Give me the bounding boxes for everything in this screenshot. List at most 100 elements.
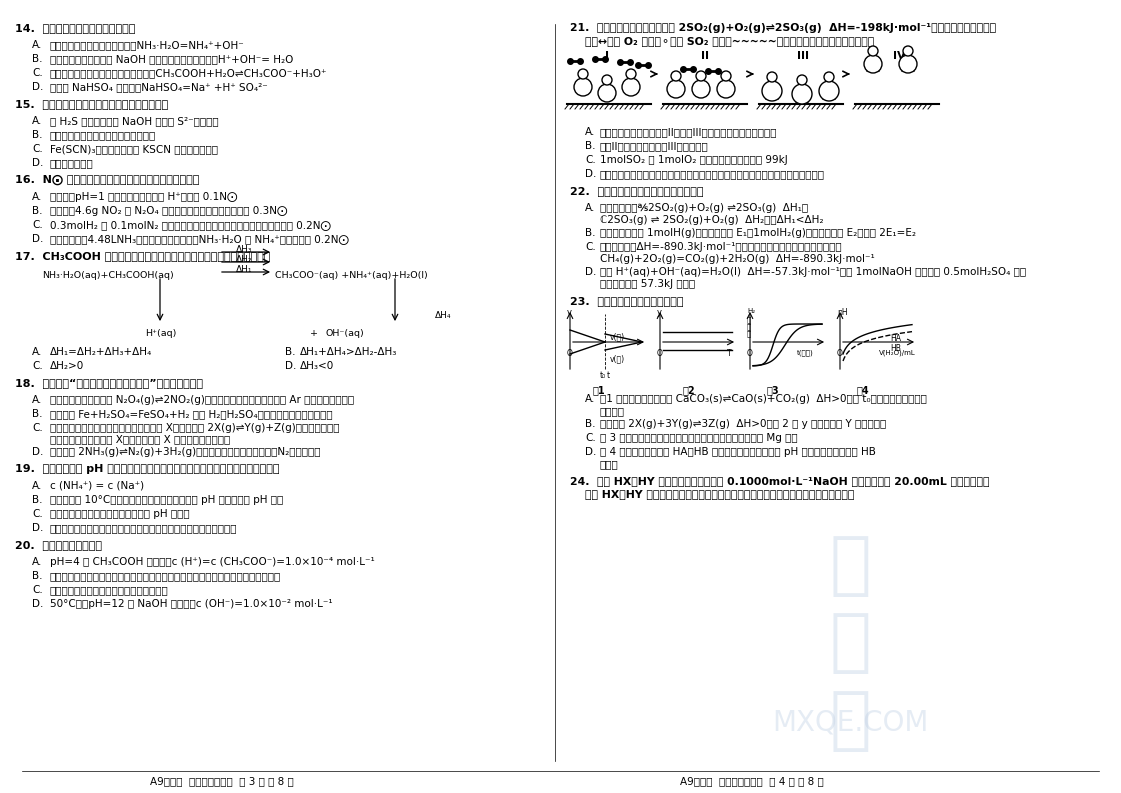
- Text: B.: B.: [585, 141, 595, 151]
- Text: C.: C.: [585, 242, 595, 252]
- Text: 0.3molH₂ 和 0.1molN₂ 于密闭容器中充分反应后，容器内分子总数等于 0.2N⨀: 0.3molH₂ 和 0.1molN₂ 于密闭容器中充分反应后，容器内分子总数等…: [50, 220, 331, 230]
- Text: I: I: [605, 51, 609, 61]
- Text: v(正): v(正): [610, 354, 626, 363]
- Text: A9协作体  高二化学试题卷  第 3 页 共 8 页: A9协作体 高二化学试题卷 第 3 页 共 8 页: [150, 776, 294, 786]
- Text: C.: C.: [33, 68, 43, 78]
- Text: 19.  常温下，关于 pH 相同、体积相同的氨水与氢氧化钓溶液，下列叙述正确的是: 19. 常温下，关于 pH 相同、体积相同的氨水与氢氧化钓溶液，下列叙述正确的是: [15, 464, 279, 474]
- Text: 到平衡，再加入一定量 X，达新平衡后 X 的物质的量分数增大: 到平衡，再加入一定量 X，达新平衡后 X 的物质的量分数增大: [50, 434, 230, 444]
- Text: D.: D.: [33, 599, 44, 609]
- Text: 利用反应 Fe+H₂SO₄=FeSO₄+H₂ 制取 H₂，H₂SO₄浓度越大，该反应速率越快: 利用反应 Fe+H₂SO₄=FeSO₄+H₂ 制取 H₂，H₂SO₄浓度越大，该…: [50, 409, 333, 419]
- Text: 15.  下列实验事实不能用平衡移动原理解释的是: 15. 下列实验事实不能用平衡移动原理解释的是: [15, 99, 168, 109]
- Text: 升高温度能使化学反应速率加快，主要原因是增加了反应物分子中活化分子的百分数: 升高温度能使化学反应速率加快，主要原因是增加了反应物分子中活化分子的百分数: [50, 571, 281, 581]
- Text: D.: D.: [285, 361, 296, 371]
- Text: ℂ2SO₃(g) ⇌ 2SO₂(g)+O₂(g)  ΔH₂，则ΔH₁<ΔH₂: ℂ2SO₃(g) ⇌ 2SO₂(g)+O₂(g) ΔH₂，则ΔH₁<ΔH₂: [600, 215, 824, 225]
- Text: B.: B.: [285, 347, 296, 357]
- Text: B.: B.: [33, 54, 43, 64]
- Circle shape: [904, 46, 912, 56]
- Text: 体: 体: [747, 323, 751, 330]
- Text: HB: HB: [890, 344, 901, 353]
- Text: B.: B.: [33, 495, 43, 505]
- Text: 22.  下列关于反应能量的说法，正确的是: 22. 下列关于反应能量的说法，正确的是: [569, 186, 704, 196]
- Text: Fe(SCN)₃溶液中加入少量 KSCN 固体后颜色变深: Fe(SCN)₃溶液中加入少量 KSCN 固体后颜色变深: [50, 144, 217, 154]
- Text: 相同条件下，若 1molH(g)具有的能量为 E₁，1molH₂(g)具有的能量为 E₂，则有 2E₁=E₂: 相同条件下，若 1molH(g)具有的能量为 E₁，1molH₂(g)具有的能量…: [600, 228, 916, 238]
- Text: 图3: 图3: [767, 385, 779, 395]
- Circle shape: [671, 71, 680, 81]
- Text: 16.  N⨀ 表示阿伏加德罗常数的值，下列说法正确的是: 16. N⨀ 表示阿伏加德罗常数的值，下列说法正确的是: [15, 175, 200, 186]
- Text: NH₃·H₂O(aq)+CH₃COOH(aq): NH₃·H₂O(aq)+CH₃COOH(aq): [41, 271, 174, 280]
- Text: 常温下，4.6g NO₂ 和 N₂O₄ 的混合气体中含有的氮原子数为 0.3N⨀: 常温下，4.6g NO₂ 和 N₂O₄ 的混合气体中含有的氮原子数为 0.3N⨀: [50, 206, 287, 216]
- Text: 答
案
圈: 答 案 圈: [830, 532, 871, 754]
- Text: O: O: [567, 349, 573, 358]
- Text: t₀: t₀: [600, 371, 606, 380]
- Text: B.: B.: [33, 206, 43, 216]
- Circle shape: [626, 69, 636, 79]
- Text: 过程II为放热反应，过程III为吸热反应: 过程II为放热反应，过程III为吸热反应: [600, 141, 708, 151]
- Text: II: II: [701, 51, 708, 61]
- Text: T: T: [728, 349, 732, 358]
- Text: 与等物质的量浓度的盐酸反应，恰好中和时所消耗的盐鄙的体积相同: 与等物质的量浓度的盐酸反应，恰好中和时所消耗的盐鄙的体积相同: [50, 523, 238, 533]
- Text: 拟（↔代表 O₂ 分子，⚬代表 SO₂ 分子，~~~~~代表催化剑）下列说法不正确的是: 拟（↔代表 O₂ 分子，⚬代表 SO₂ 分子，~~~~~代表催化剑）下列说法不正…: [585, 36, 874, 46]
- Text: B.: B.: [33, 130, 43, 140]
- Text: A.: A.: [585, 394, 595, 404]
- Text: 对于反应 2X(g)+3Y(g)⇌3Z(g)  ΔH>0，图 2 中 y 轴可以表示 Y 的百分含量: 对于反应 2X(g)+3Y(g)⇌3Z(g) ΔH>0，图 2 中 y 轴可以表…: [600, 419, 887, 429]
- Text: 加水稀释相同的倍数后，两种溶液的 pH 仍相同: 加水稀释相同的倍数后，两种溶液的 pH 仍相同: [50, 509, 189, 519]
- Text: ΔH₁+ΔH₄>ΔH₂-ΔH₃: ΔH₁+ΔH₄>ΔH₂-ΔH₃: [300, 347, 397, 357]
- Text: v(逆): v(逆): [610, 332, 626, 341]
- Text: ΔH₃<0: ΔH₃<0: [300, 361, 334, 371]
- Text: D.: D.: [585, 447, 596, 457]
- Text: 已知 H⁺(aq)+OH⁻(aq)=H₂O(l)  ΔH=-57.3kJ·mol⁻¹，则 1molNaOH 固体与含 0.5molH₂SO₄ 的稀: 已知 H⁺(aq)+OH⁻(aq)=H₂O(l) ΔH=-57.3kJ·mol⁻…: [600, 267, 1026, 277]
- Text: 一定条件下：℁2SO₂(g)+O₂(g) ⇌2SO₃(g)  ΔH₁；: 一定条件下：℁2SO₂(g)+O₂(g) ⇌2SO₃(g) ΔH₁；: [600, 203, 808, 213]
- Text: 图1 表示达到平衡状态的 CaCO₃(s)⇌CaO(s)+CO₂(g)  ΔH>0，在 t₀时刻增大压强，平衡: 图1 表示达到平衡状态的 CaCO₃(s)⇌CaO(s)+CO₂(g) ΔH>0…: [600, 394, 927, 404]
- Circle shape: [762, 81, 782, 101]
- Text: ΔH₂: ΔH₂: [237, 255, 252, 264]
- Text: C.: C.: [33, 423, 43, 433]
- Circle shape: [692, 80, 710, 98]
- Text: D.: D.: [585, 169, 596, 179]
- Circle shape: [793, 84, 812, 104]
- Text: CH₄(g)+2O₂(g)=CO₂(g)+2H₂O(g)  ΔH=-890.3kJ·mol⁻¹: CH₄(g)+2O₂(g)=CO₂(g)+2H₂O(g) ΔH=-890.3kJ…: [600, 254, 874, 264]
- Text: 常温下，pH=1 的硫酸溶液中，含有 H⁺数目为 0.1N⨀: 常温下，pH=1 的硫酸溶液中，含有 H⁺数目为 0.1N⨀: [50, 192, 238, 202]
- Text: A.: A.: [33, 557, 43, 567]
- Circle shape: [868, 46, 878, 56]
- Text: 催化剑可降低整个反应的活化能，从而使活化分子百分数增大，化学反应速率加快: 催化剑可降低整个反应的活化能，从而使活化分子百分数增大，化学反应速率加快: [600, 169, 825, 179]
- Circle shape: [899, 55, 917, 73]
- Text: 1molSO₂ 和 1molO₂ 反应，放出的热量小于 99kJ: 1molSO₂ 和 1molO₂ 反应，放出的热量小于 99kJ: [600, 155, 788, 165]
- Text: pH: pH: [837, 308, 847, 317]
- Circle shape: [597, 84, 617, 102]
- Text: 逆向移动: 逆向移动: [600, 406, 626, 416]
- Text: 标准状况下，4.48LNH₃溶于水得到的溶液中，NH₃·H₂O 和 NH₄⁺的总数小于 0.2N⨀: 标准状况下，4.48LNH₃溶于水得到的溶液中，NH₃·H₂O 和 NH₄⁺的总…: [50, 234, 349, 244]
- Text: 50°C时，pH=12 的 NaOH 溶液中：c (OH⁻)=1.0×10⁻² mol·L⁻¹: 50°C时，pH=12 的 NaOH 溶液中：c (OH⁻)=1.0×10⁻² …: [50, 599, 333, 609]
- Circle shape: [667, 80, 685, 98]
- Text: CH₃COO⁻(aq) +NH₄⁺(aq)+H₂O(l): CH₃COO⁻(aq) +NH₄⁺(aq)+H₂O(l): [275, 271, 428, 280]
- Text: y: y: [657, 308, 663, 317]
- Text: 甲烷的燃烧热ΔH=-890.3kJ·mol⁻¹，则甲烷燃烧的热化学方程式可表示为: 甲烷的燃烧热ΔH=-890.3kJ·mol⁻¹，则甲烷燃烧的热化学方程式可表示为: [600, 242, 843, 252]
- Text: 以上四步过程中，由过程II和过程III决定了整个反应进行的程度: 以上四步过程中，由过程II和过程III决定了整个反应进行的程度: [600, 127, 778, 137]
- Text: D.: D.: [33, 158, 44, 168]
- Text: A.: A.: [33, 347, 43, 357]
- Circle shape: [819, 81, 839, 101]
- Text: 向冰醃酸中滴加少量水，电导率增强：CH₃COOH+H₂O⇌CH₃COO⁻+H₃O⁺: 向冰醃酸中滴加少量水，电导率增强：CH₃COOH+H₂O⇌CH₃COO⁻+H₃O…: [50, 68, 327, 78]
- Text: OH⁻(aq): OH⁻(aq): [325, 329, 363, 338]
- Circle shape: [797, 75, 807, 85]
- Text: HA: HA: [890, 334, 901, 343]
- Text: 积: 积: [747, 330, 751, 336]
- Text: t(时间): t(时间): [797, 349, 814, 355]
- Circle shape: [622, 78, 640, 96]
- Text: 的: 的: [747, 316, 751, 323]
- Text: v: v: [567, 308, 572, 317]
- Text: 向氨水中滴入酵酸，溶液变红：NH₃·H₂O=NH₄⁺+OH⁻: 向氨水中滴入酵酸，溶液变红：NH₃·H₂O=NH₄⁺+OH⁻: [50, 40, 244, 50]
- Text: O: O: [747, 349, 753, 358]
- Text: A9协作体  高二化学试题卷  第 4 页 共 8 页: A9协作体 高二化学试题卷 第 4 页 共 8 页: [680, 776, 824, 786]
- Circle shape: [864, 55, 882, 73]
- Text: 21.  工业合成三氧化硫的反应为 2SO₂(g)+O₂(g)⇌2SO₃(g)  ΔH=-198kJ·mol⁻¹，反应过程可用如图模: 21. 工业合成三氧化硫的反应为 2SO₂(g)+O₂(g)⇌2SO₃(g) Δ…: [569, 23, 997, 33]
- Text: A.: A.: [585, 127, 595, 137]
- Text: H⁺(aq): H⁺(aq): [145, 329, 176, 338]
- Text: c (NH₄⁺) = c (Na⁺): c (NH₄⁺) = c (Na⁺): [50, 481, 145, 491]
- Text: 在恒温恒容条件下，当 N₂O₄(g)⇌2NO₂(g)达到平衡后，再充入一定量的 Ar 后，反应速率减慢: 在恒温恒容条件下，当 N₂O₄(g)⇌2NO₂(g)达到平衡后，再充入一定量的 …: [50, 395, 354, 405]
- Text: B.: B.: [33, 409, 43, 419]
- Text: B.: B.: [585, 419, 595, 429]
- Text: 向 H₂S 水溢液中加入 NaOH 有利于 S²⁻数目增多: 向 H₂S 水溢液中加入 NaOH 有利于 S²⁻数目增多: [50, 116, 219, 126]
- Text: ΔH₁: ΔH₁: [237, 265, 252, 274]
- Text: C.: C.: [33, 509, 43, 519]
- Text: C.: C.: [585, 433, 595, 443]
